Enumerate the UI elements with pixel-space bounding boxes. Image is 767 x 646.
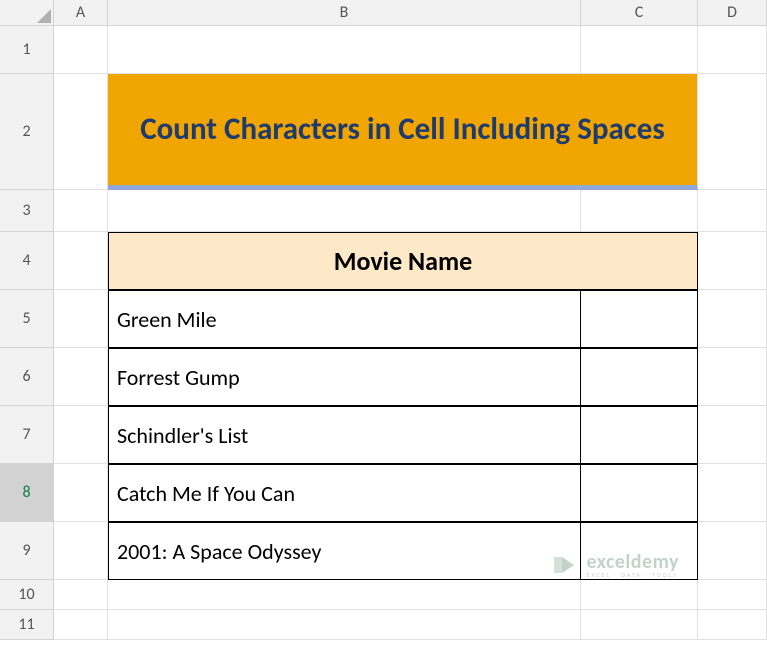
cell-d1[interactable] [698, 26, 767, 74]
row-header-5[interactable]: 5 [0, 290, 54, 348]
cell-d7[interactable] [698, 406, 767, 464]
cell-a5[interactable] [54, 290, 108, 348]
exceldemy-icon [552, 551, 580, 579]
cell-c5[interactable] [581, 290, 698, 348]
cell-a2[interactable] [54, 74, 108, 190]
col-header-b[interactable]: B [108, 0, 581, 26]
cell-a1[interactable] [54, 26, 108, 74]
row-header-9[interactable]: 9 [0, 522, 54, 580]
cell-d11[interactable] [698, 610, 767, 640]
table-header[interactable]: Movie Name [108, 232, 698, 290]
col-header-a[interactable]: A [54, 0, 108, 26]
row-header-6[interactable]: 6 [0, 348, 54, 406]
table-row[interactable]: Forrest Gump [108, 348, 581, 406]
cell-c1[interactable] [581, 26, 698, 74]
watermark-subtext: EXCEL · DATA · TOOLS [586, 572, 679, 578]
cell-a3[interactable] [54, 190, 108, 232]
cell-c10[interactable] [581, 580, 698, 610]
row-header-10[interactable]: 10 [0, 580, 54, 610]
cell-a10[interactable] [54, 580, 108, 610]
row-header-3[interactable]: 3 [0, 190, 54, 232]
col-header-d[interactable]: D [698, 0, 767, 26]
cell-c8[interactable] [581, 464, 698, 522]
cell-d9[interactable] [698, 522, 767, 580]
cell-d8[interactable] [698, 464, 767, 522]
cell-c11[interactable] [581, 610, 698, 640]
cell-d6[interactable] [698, 348, 767, 406]
cell-d10[interactable] [698, 580, 767, 610]
table-row[interactable]: Catch Me If You Can [108, 464, 581, 522]
title-cell[interactable]: Count Characters in Cell Including Space… [108, 74, 698, 190]
row-header-8[interactable]: 8 [0, 464, 54, 522]
cell-a4[interactable] [54, 232, 108, 290]
cell-a11[interactable] [54, 610, 108, 640]
watermark: exceldemy EXCEL · DATA · TOOLS [552, 551, 679, 579]
cell-d3[interactable] [698, 190, 767, 232]
cell-a7[interactable] [54, 406, 108, 464]
cell-c7[interactable] [581, 406, 698, 464]
spreadsheet-grid: A B C D 1 2 Count Characters in Cell Inc… [0, 0, 767, 640]
cell-a9[interactable] [54, 522, 108, 580]
select-all-corner[interactable] [0, 0, 54, 26]
row-header-7[interactable]: 7 [0, 406, 54, 464]
row-header-1[interactable]: 1 [0, 26, 54, 74]
row-header-4[interactable]: 4 [0, 232, 54, 290]
col-header-c[interactable]: C [581, 0, 698, 26]
row-header-2[interactable]: 2 [0, 74, 54, 190]
cell-b11[interactable] [108, 610, 581, 640]
cell-a6[interactable] [54, 348, 108, 406]
cell-a8[interactable] [54, 464, 108, 522]
cell-b10[interactable] [108, 580, 581, 610]
cell-b3[interactable] [108, 190, 581, 232]
table-row[interactable]: Green Mile [108, 290, 581, 348]
cell-d4[interactable] [698, 232, 767, 290]
cell-b1[interactable] [108, 26, 581, 74]
table-row[interactable]: Schindler's List [108, 406, 581, 464]
cell-c3[interactable] [581, 190, 698, 232]
cell-d5[interactable] [698, 290, 767, 348]
cell-c6[interactable] [581, 348, 698, 406]
row-header-11[interactable]: 11 [0, 610, 54, 640]
cell-d2[interactable] [698, 74, 767, 190]
watermark-text: exceldemy [586, 552, 679, 572]
table-row[interactable]: 2001: A Space Odyssey [108, 522, 581, 580]
